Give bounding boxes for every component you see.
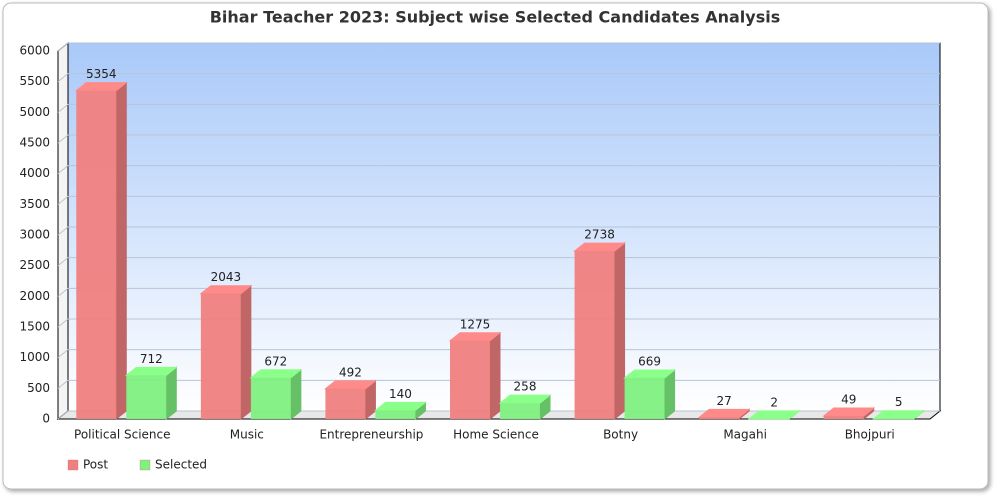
bar-side xyxy=(490,333,500,419)
chart-title: Bihar Teacher 2023: Subject wise Selecte… xyxy=(210,8,781,27)
bar xyxy=(625,378,665,419)
value-label: 49 xyxy=(841,392,856,406)
y-tick-label: 1000 xyxy=(19,350,50,364)
y-tick-label: 5000 xyxy=(19,105,50,119)
x-tick-label: Music xyxy=(230,428,264,442)
bar xyxy=(450,341,490,419)
legend-swatch xyxy=(68,460,78,470)
x-tick-label: Magahi xyxy=(723,428,767,442)
y-tick-label: 6000 xyxy=(19,44,50,58)
x-tick-label: Bhojpuri xyxy=(845,428,895,442)
value-label: 1275 xyxy=(460,317,491,331)
value-label: 2043 xyxy=(211,270,242,284)
bar-side xyxy=(166,367,176,419)
bar xyxy=(76,91,116,419)
bar xyxy=(126,375,166,419)
value-label: 712 xyxy=(140,352,163,366)
legend-swatch xyxy=(140,460,150,470)
bar-side xyxy=(241,286,251,419)
value-label: 672 xyxy=(264,354,287,368)
value-label: 5354 xyxy=(86,67,117,81)
x-tick-label: Political Science xyxy=(74,428,170,442)
y-tick-label: 500 xyxy=(27,381,50,395)
value-label: 27 xyxy=(717,394,732,408)
x-tick-label: Home Science xyxy=(453,428,539,442)
legend-label: Selected xyxy=(155,458,207,472)
y-tick-label: 4500 xyxy=(19,136,50,150)
y-tick-label: 1500 xyxy=(19,320,50,334)
x-tick-label: Botny xyxy=(603,428,638,442)
value-label: 669 xyxy=(638,354,661,368)
bar xyxy=(575,251,615,419)
y-tick-label: 2000 xyxy=(19,289,50,303)
value-label: 140 xyxy=(389,387,412,401)
value-label: 2738 xyxy=(584,228,615,242)
bar xyxy=(375,410,415,419)
value-label: 2 xyxy=(770,395,778,409)
x-tick-label: Entrepreneurship xyxy=(319,428,423,442)
legend-label: Post xyxy=(83,458,108,472)
bar xyxy=(699,417,739,419)
y-tick-label: 0 xyxy=(42,412,50,426)
bar xyxy=(201,294,241,419)
y-tick-label: 3000 xyxy=(19,228,50,242)
value-label: 258 xyxy=(514,380,537,394)
y-tick-label: 3500 xyxy=(19,197,50,211)
bar xyxy=(251,378,291,419)
y-tick-label: 2500 xyxy=(19,258,50,272)
bar xyxy=(500,403,540,419)
y-tick-label: 5500 xyxy=(19,74,50,88)
bar xyxy=(824,416,864,419)
value-label: 492 xyxy=(339,365,362,379)
bar xyxy=(325,389,365,419)
y-tick-label: 4000 xyxy=(19,166,50,180)
plot: 0 500 1000 1500 2000 2500 3000 3500 4000 4500 5000… xyxy=(19,43,940,472)
bar-side xyxy=(615,243,625,419)
bar-side xyxy=(116,83,126,419)
value-label: 5 xyxy=(895,395,903,409)
